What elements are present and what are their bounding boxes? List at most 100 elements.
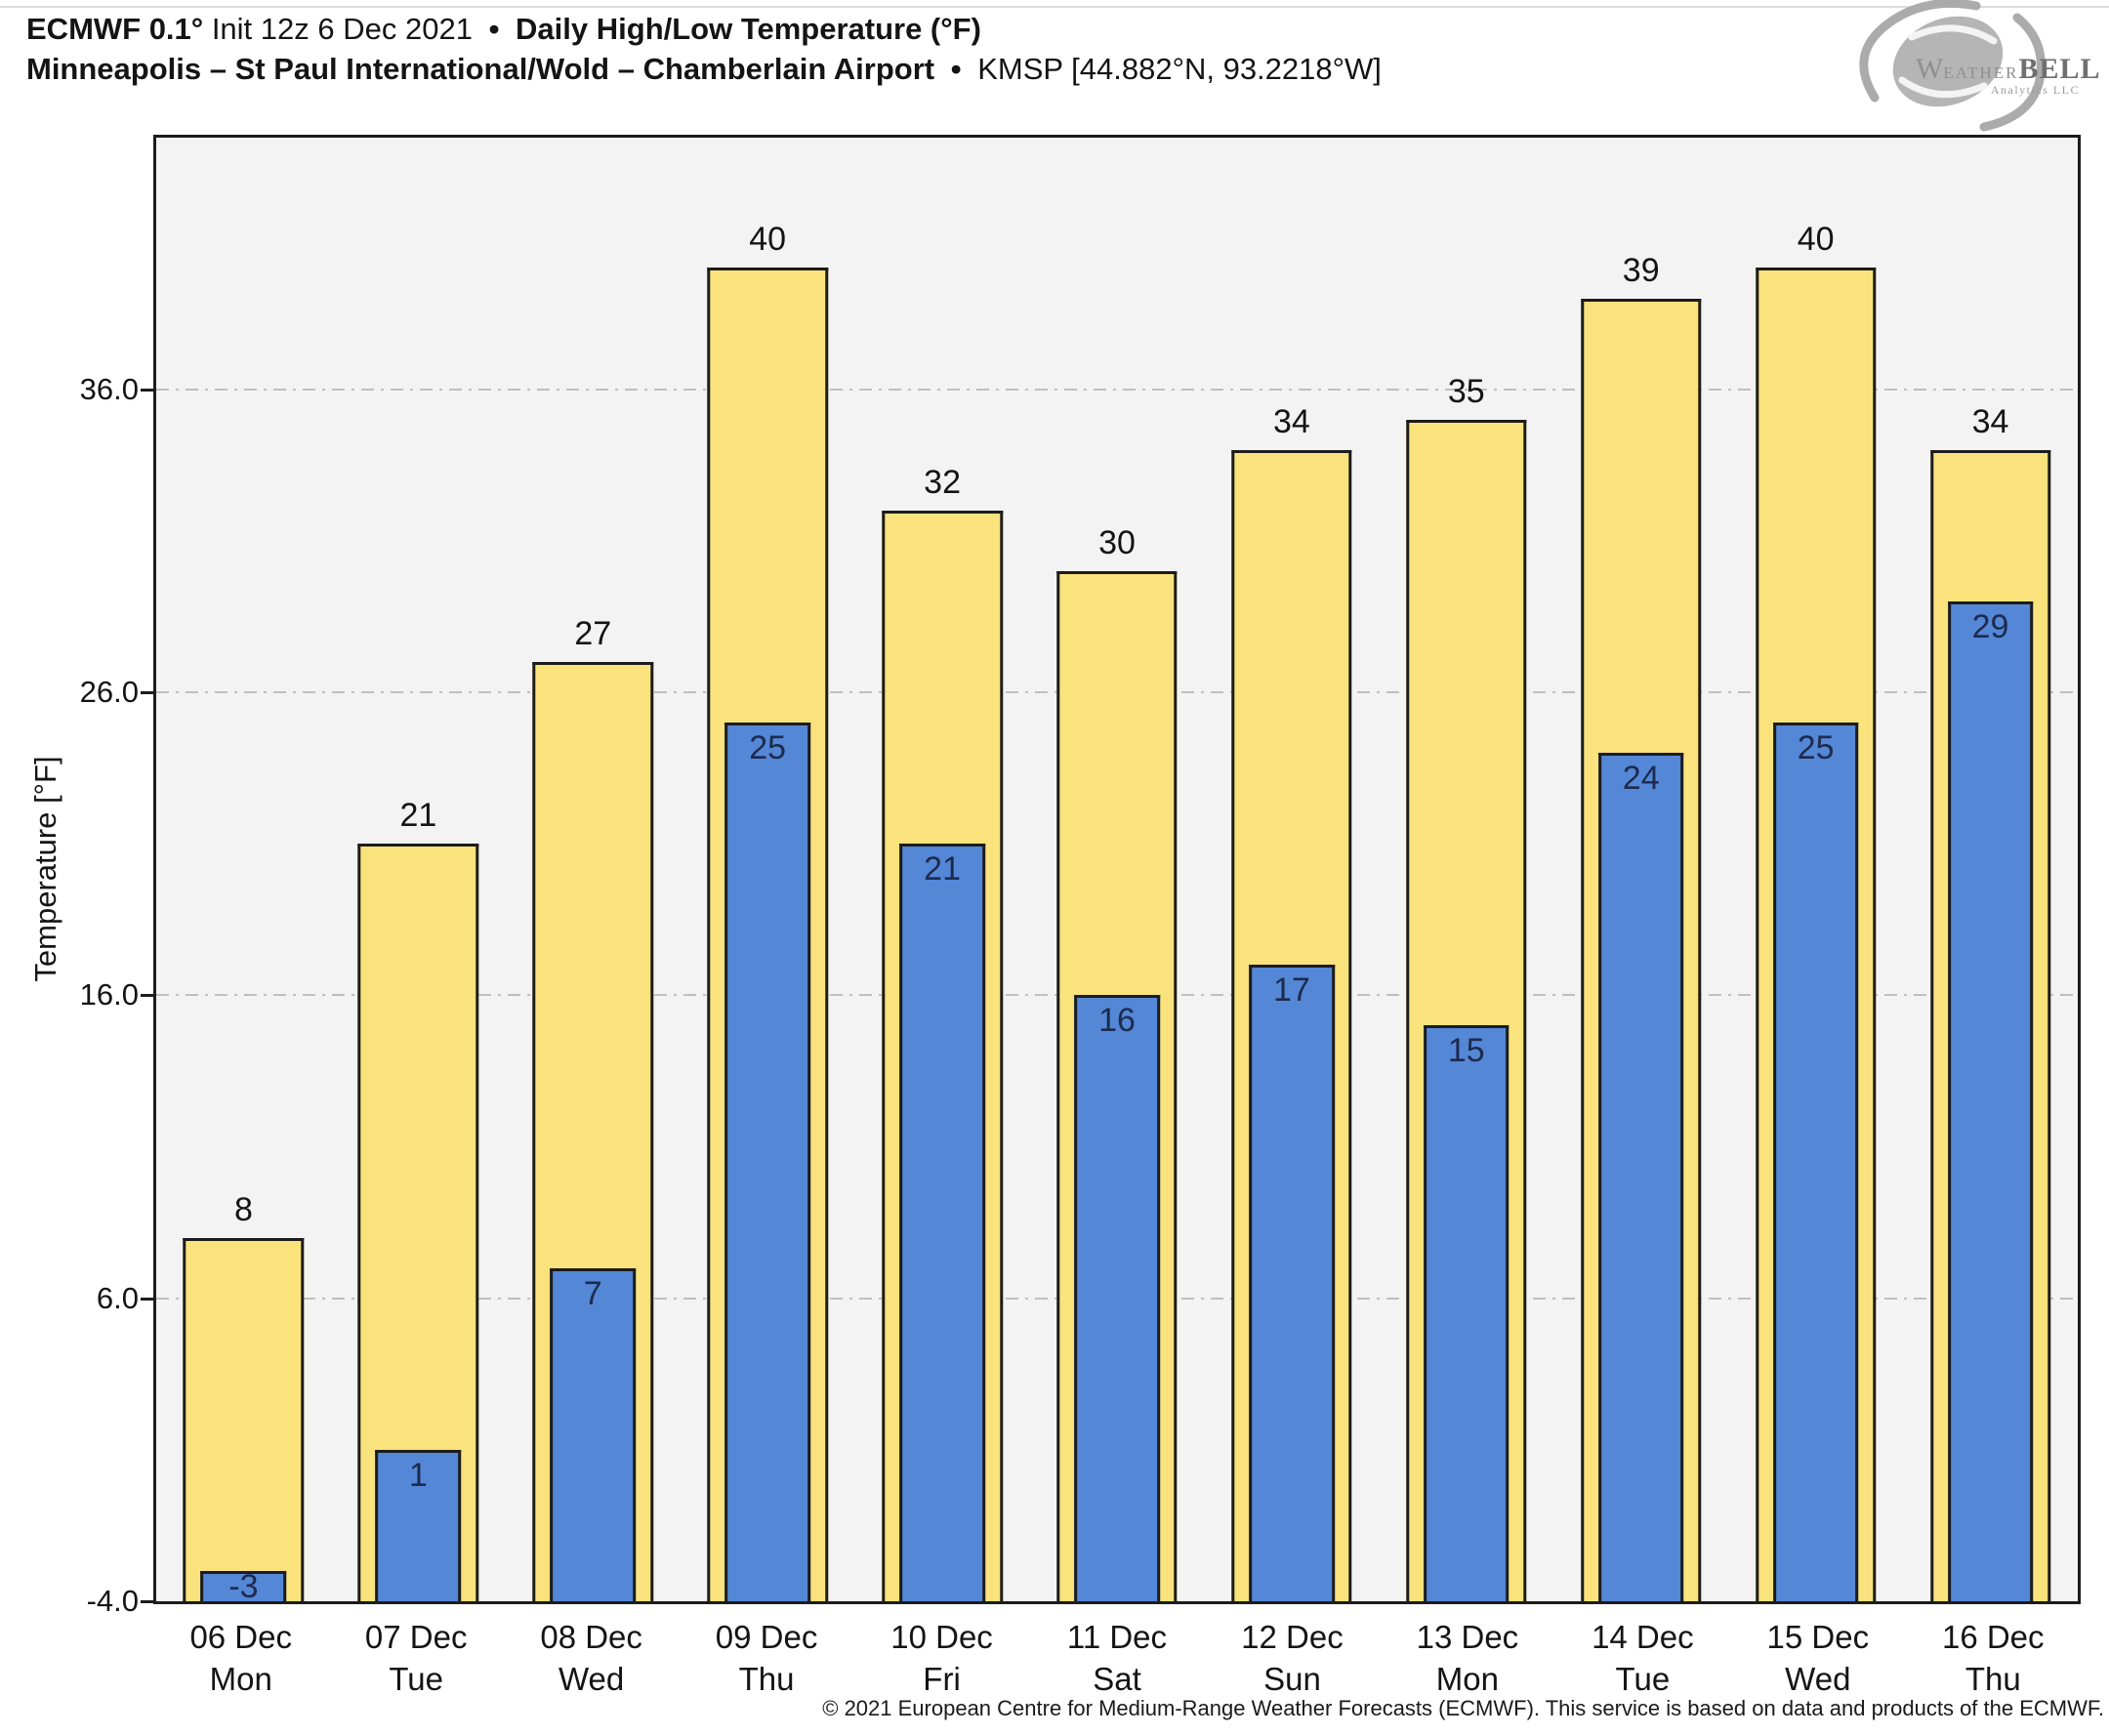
- low-value-label: 15: [1447, 1032, 1485, 1070]
- logo-tagline: Analytics LLC: [1991, 83, 2080, 97]
- x-tick-day: Thu: [738, 1661, 795, 1697]
- x-tick-date: 08 Dec: [540, 1619, 642, 1655]
- low-bar: [200, 1570, 287, 1601]
- bars-row: 8 -3 21 1 27 7 40 25 32 21 30 16 34 17 35 15 39 24 40 25 34 2…: [156, 138, 2078, 1605]
- y-tick-mark: [141, 1600, 153, 1603]
- low-value-label: 25: [1797, 728, 1835, 766]
- top-divider: [0, 6, 2109, 8]
- y-tick-mark: [141, 994, 153, 998]
- y-tick-label-16.0: 16.0: [79, 977, 139, 1013]
- x-tick-15-dec: 15 Dec Wed: [1730, 1616, 1905, 1700]
- low-value-label: 21: [924, 850, 961, 889]
- low-bar: [1423, 1025, 1509, 1601]
- x-tick-09-dec: 09 Dec Thu: [679, 1616, 853, 1700]
- x-tick-10-dec: 10 Dec Fri: [854, 1616, 1029, 1700]
- bar-group-13-dec: 35 15: [1379, 138, 1553, 1601]
- x-tick-07-dec: 07 Dec Tue: [328, 1616, 503, 1700]
- high-value-label: 32: [924, 463, 961, 501]
- x-axis-labels: 06 Dec Mon 07 Dec Tue 08 Dec Wed 09 Dec Thu 10 D…: [153, 1616, 2081, 1700]
- x-tick-day: Mon: [1435, 1661, 1499, 1697]
- x-tick-11-dec: 11 Dec Sat: [1029, 1616, 1204, 1700]
- bar-group-14-dec: 39 24: [1553, 138, 1728, 1601]
- y-tick-label-36.0: 36.0: [79, 371, 139, 406]
- x-tick-date: 14 Dec: [1592, 1619, 1694, 1655]
- high-value-label: 30: [1098, 523, 1136, 561]
- title-separator-dot: •: [488, 12, 500, 46]
- logo-wordmark: WEATHERBELL: [1916, 53, 2101, 85]
- low-value-label: 24: [1622, 760, 1660, 797]
- bar-group-10-dec: 32 21: [855, 138, 1030, 1601]
- high-value-label: 21: [399, 797, 437, 835]
- station-code: KMSP [44.882°N, 93.2218°W]: [977, 52, 1382, 86]
- y-tick-label-6.0: 6.0: [96, 1280, 139, 1315]
- x-tick-16-dec: 16 Dec Thu: [1906, 1616, 2081, 1700]
- y-tick-label--4.0: -4.0: [86, 1584, 139, 1618]
- bar-group-06-dec: 8 -3: [156, 138, 331, 1605]
- title-line-1: ECMWF 0.1° Init 12z 6 Dec 2021 • Daily H…: [26, 9, 1382, 49]
- low-bar: [899, 844, 985, 1601]
- x-tick-date: 12 Dec: [1241, 1619, 1344, 1655]
- low-value-label: 29: [1971, 607, 2009, 645]
- x-tick-day: Thu: [1964, 1661, 2021, 1697]
- x-tick-day: Sun: [1263, 1661, 1321, 1697]
- plot-inner: 8 -3 21 1 27 7 40 25 32 21 30 16 34 17 35 15 39 24 40 25 34 2…: [156, 138, 2078, 1605]
- title-parameter: Daily High/Low Temperature (°F): [516, 12, 981, 46]
- high-value-label: 40: [749, 221, 787, 259]
- x-tick-day: Tue: [1615, 1661, 1671, 1697]
- weatherbell-logo: WEATHERBELL Analytics LLC: [1845, 0, 2109, 137]
- x-tick-day: Tue: [389, 1661, 443, 1697]
- bar-group-07-dec: 21 1: [331, 138, 506, 1601]
- x-tick-date: 07 Dec: [364, 1619, 468, 1655]
- title-model: ECMWF 0.1°: [26, 12, 204, 46]
- title-init-time: Init 12z 6 Dec 2021: [211, 12, 473, 46]
- low-value-label: 1: [408, 1456, 428, 1494]
- high-value-label: 27: [574, 614, 612, 652]
- plot-area: 8 -3 21 1 27 7 40 25 32 21 30 16 34 17 35 15 39 24 40 25 34 2…: [153, 135, 2081, 1604]
- x-tick-12-dec: 12 Dec Sun: [1205, 1616, 1380, 1700]
- high-value-label: 34: [1272, 402, 1310, 440]
- bar-group-12-dec: 34 17: [1204, 138, 1379, 1601]
- low-bar: [1772, 722, 1859, 1601]
- low-bar: [375, 1449, 462, 1601]
- x-tick-date: 15 Dec: [1766, 1619, 1870, 1655]
- y-axis-title: Temperature [°F]: [28, 756, 62, 982]
- bar-group-16-dec: 34 29: [1903, 138, 2078, 1601]
- low-bar: [1074, 995, 1160, 1601]
- high-value-label: 39: [1622, 251, 1660, 289]
- x-tick-13-dec: 13 Dec Mon: [1380, 1616, 1554, 1700]
- y-tick-label-26.0: 26.0: [79, 674, 139, 709]
- x-tick-date: 11 Dec: [1066, 1619, 1168, 1655]
- title-line-2: Minneapolis – St Paul International/Wold…: [26, 49, 1382, 89]
- low-value-label: 17: [1272, 971, 1310, 1010]
- low-bar: [1597, 753, 1684, 1601]
- x-tick-06-dec: 06 Dec Mon: [153, 1616, 328, 1700]
- low-bar: [1947, 600, 2034, 1601]
- x-tick-date: 10 Dec: [890, 1619, 993, 1655]
- low-value-label: 7: [583, 1274, 602, 1312]
- low-bar: [1249, 965, 1335, 1601]
- hurricane-swirl-icon: WEATHERBELL Analytics LLC: [1859, 0, 2101, 132]
- y-tick-mark: [141, 388, 153, 392]
- x-tick-day: Sat: [1093, 1661, 1141, 1697]
- y-tick-mark: [141, 1297, 153, 1301]
- low-value-label: 25: [749, 728, 787, 766]
- low-value-label: -3: [228, 1567, 259, 1605]
- high-value-label: 8: [233, 1190, 253, 1228]
- x-tick-day: Wed: [558, 1661, 625, 1697]
- bar-group-11-dec: 30 16: [1030, 138, 1205, 1601]
- x-tick-14-dec: 14 Dec Tue: [1555, 1616, 1730, 1700]
- high-value-label: 35: [1447, 372, 1485, 410]
- low-bar: [724, 722, 810, 1601]
- station-name: Minneapolis – St Paul International/Wold…: [26, 52, 935, 86]
- high-value-label: 34: [1971, 402, 2009, 440]
- x-tick-day: Wed: [1785, 1661, 1851, 1697]
- y-tick-mark: [141, 690, 153, 694]
- high-bar: [183, 1237, 305, 1601]
- bar-group-15-dec: 40 25: [1728, 138, 1903, 1601]
- x-tick-date: 13 Dec: [1416, 1619, 1519, 1655]
- x-tick-08-dec: 08 Dec Wed: [504, 1616, 679, 1700]
- chart-header: ECMWF 0.1° Init 12z 6 Dec 2021 • Daily H…: [26, 9, 1382, 89]
- low-value-label: 16: [1098, 1002, 1136, 1040]
- low-bar: [550, 1267, 637, 1601]
